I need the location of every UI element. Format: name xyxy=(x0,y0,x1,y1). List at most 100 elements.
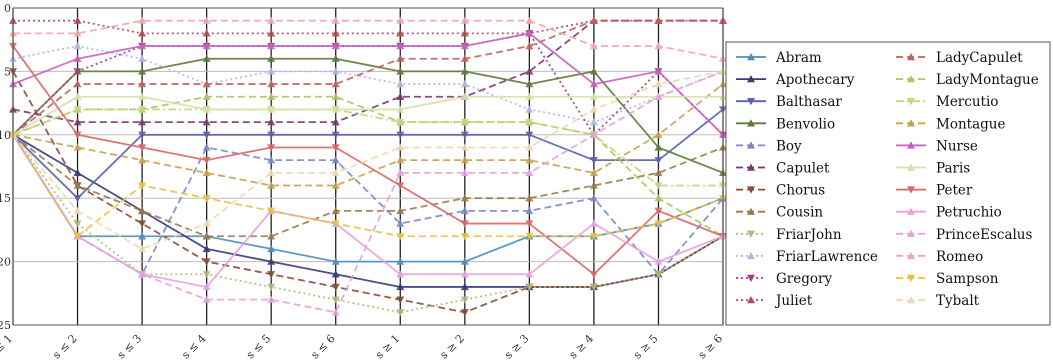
legend-marker xyxy=(747,186,755,194)
data-point xyxy=(73,118,82,126)
data-point xyxy=(460,67,469,75)
data-point xyxy=(460,92,469,100)
data-point xyxy=(331,29,340,37)
series-line xyxy=(12,45,724,124)
data-point xyxy=(525,194,534,202)
data-point xyxy=(202,195,211,203)
data-point xyxy=(654,207,663,215)
data-point xyxy=(73,16,82,24)
legend-marker xyxy=(907,274,915,282)
data-point xyxy=(267,29,276,37)
data-point xyxy=(396,92,405,100)
legend-box xyxy=(725,41,1051,326)
y-tick-label: 0 xyxy=(4,2,11,15)
series-Mercutio xyxy=(9,106,727,190)
data-point xyxy=(460,131,469,139)
data-point xyxy=(331,16,340,24)
legend-item: Gregory xyxy=(736,271,832,287)
legend-item: Chorus xyxy=(736,183,825,199)
legend-marker xyxy=(907,141,915,149)
legend-item: FriarJohn xyxy=(736,227,842,243)
legend-item: Peter xyxy=(896,183,973,199)
data-point xyxy=(267,42,276,50)
x-tick-label: s ≥ 4 xyxy=(566,332,596,360)
data-point xyxy=(331,270,340,278)
data-point xyxy=(267,156,276,164)
data-point xyxy=(525,206,534,215)
data-point xyxy=(267,257,276,265)
x-axis-ticks: s ≤ 1 s ≤ 2 s ≤ 3 s ≤ 4 s ≤ 5 s ≤ 6 s ≥ 1 s ≥ 2… xyxy=(0,332,725,360)
data-point xyxy=(267,295,276,303)
legend-item: Nurse xyxy=(896,138,978,154)
x-tick-label: s ≥ 6 xyxy=(696,332,726,360)
data-point xyxy=(396,29,405,37)
data-point xyxy=(202,29,211,37)
data-point xyxy=(525,118,534,127)
series-line xyxy=(12,45,724,276)
data-point xyxy=(73,181,82,189)
data-point xyxy=(654,156,663,165)
legend-marker xyxy=(747,274,755,282)
y-tick-label: 15 xyxy=(0,192,11,205)
data-point xyxy=(331,42,340,50)
data-point xyxy=(202,80,211,88)
data-point xyxy=(73,168,82,177)
legend-label: Cousin xyxy=(776,205,823,221)
data-point xyxy=(331,296,340,304)
data-point xyxy=(654,168,663,177)
data-point xyxy=(525,233,534,241)
data-point xyxy=(202,244,211,253)
data-point xyxy=(396,42,405,50)
data-point xyxy=(331,67,340,75)
data-point xyxy=(202,232,211,240)
data-point xyxy=(331,156,340,164)
data-point xyxy=(73,195,82,203)
data-point xyxy=(138,206,147,215)
legend-item: Capulet xyxy=(736,161,830,177)
data-point xyxy=(460,233,469,241)
data-point xyxy=(525,156,534,164)
data-point xyxy=(396,67,405,75)
data-point xyxy=(267,144,276,152)
data-point xyxy=(654,271,663,279)
data-point xyxy=(267,54,276,62)
data-point xyxy=(654,182,663,190)
legend-label: Mercutio xyxy=(936,94,998,110)
series-line xyxy=(12,19,723,136)
data-point xyxy=(138,54,147,62)
series-line xyxy=(12,95,723,136)
data-point xyxy=(460,282,469,291)
legend-item: LadyCapulet xyxy=(896,50,1023,66)
x-tick-label: s ≥ 5 xyxy=(631,332,661,360)
data-point xyxy=(525,143,534,151)
legend-item: Apothecary xyxy=(736,72,855,88)
legend-item: Sampson xyxy=(896,271,999,287)
data-point xyxy=(525,67,534,75)
data-point xyxy=(589,118,598,126)
data-point xyxy=(138,244,147,253)
data-point xyxy=(460,42,469,50)
data-point xyxy=(396,105,405,113)
data-point xyxy=(331,308,340,316)
data-point xyxy=(138,67,147,75)
data-point xyxy=(73,220,82,228)
data-point xyxy=(460,206,469,215)
legend-label: Peter xyxy=(936,183,973,199)
data-point xyxy=(267,67,276,75)
y-tick-label: 5 xyxy=(4,65,11,78)
data-point xyxy=(589,67,598,75)
data-point xyxy=(654,67,663,75)
data-point xyxy=(396,206,405,215)
legend-marker xyxy=(747,296,755,304)
data-point xyxy=(73,54,82,62)
data-point xyxy=(138,220,147,228)
data-point xyxy=(267,271,276,279)
data-point xyxy=(460,220,469,228)
data-point xyxy=(589,105,598,113)
data-point xyxy=(396,270,405,278)
legend-item: Benvolio xyxy=(736,116,835,132)
series-layer xyxy=(9,16,727,317)
data-point xyxy=(138,144,147,152)
series-line xyxy=(12,57,724,174)
series-Benvolio xyxy=(9,54,727,177)
